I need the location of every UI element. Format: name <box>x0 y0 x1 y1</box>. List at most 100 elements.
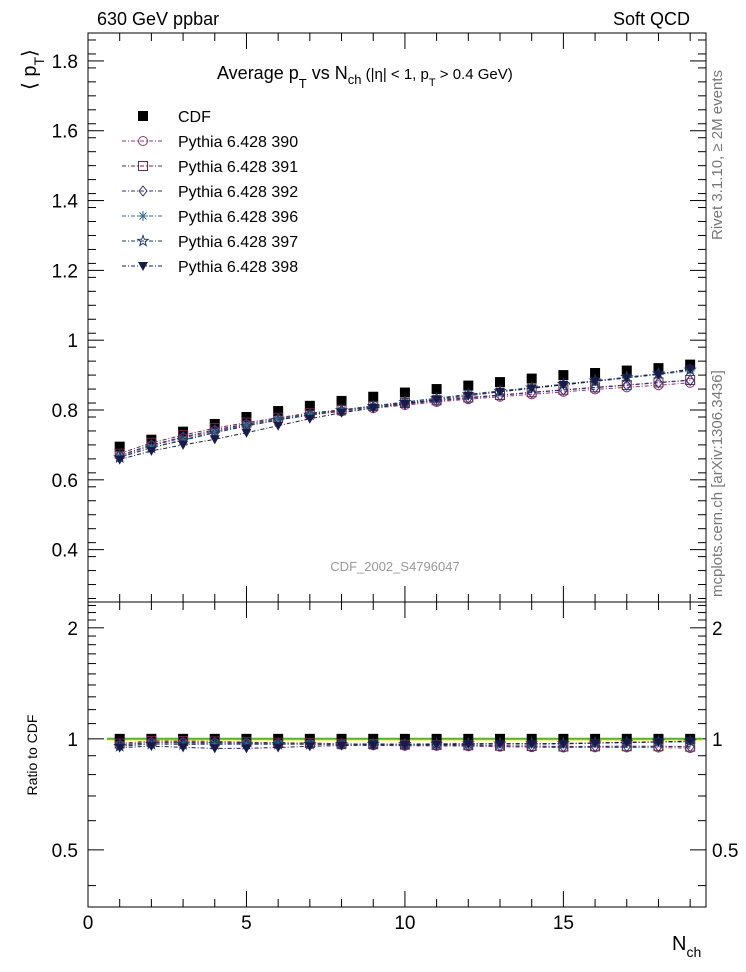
y-tick-label: 1 <box>67 331 78 352</box>
legend-label: Pythia 6.428 396 <box>178 209 298 226</box>
ratio-point <box>178 743 189 753</box>
x-tick-label: 5 <box>241 913 252 934</box>
ratio-tick-label-left: 0.5 <box>52 841 78 862</box>
data-point <box>590 377 601 387</box>
ratio-point <box>146 742 157 752</box>
data-point <box>239 419 254 432</box>
title-main: Average p <box>217 63 299 83</box>
y-axis-label: ⟨ pT⟩ <box>19 49 47 90</box>
data-point <box>621 373 632 383</box>
data-point <box>208 425 222 439</box>
title-mid: vs N <box>307 63 348 83</box>
ratio-tick-label-left: 1 <box>67 730 78 751</box>
title-sub2: ch <box>348 72 362 87</box>
ratio-tick-label-right: 2 <box>712 619 723 640</box>
y-tick-label: 1.8 <box>52 52 78 73</box>
data-point <box>495 387 505 397</box>
ratio-tick-label-left: 2 <box>67 619 78 640</box>
series-0 <box>114 359 696 744</box>
data-point <box>558 380 569 390</box>
ratio-point <box>304 742 315 752</box>
ratio-point <box>621 738 632 748</box>
legend-label: Pythia 6.428 392 <box>178 184 298 201</box>
series-layer <box>113 359 697 754</box>
legend-item: Pythia 6.428 396 <box>122 209 298 226</box>
legend-item: Pythia 6.428 391 <box>122 159 298 176</box>
legend-marker <box>138 136 148 146</box>
rivet-label: Rivet 3.1.10, ≥ 2M events <box>709 70 726 240</box>
legend-marker <box>136 233 150 247</box>
legend-item: Pythia 6.428 392 <box>122 184 298 201</box>
data-point <box>590 368 601 379</box>
ratio-tick-label-right: 1 <box>712 730 723 751</box>
ratio-point <box>495 740 505 750</box>
data-point <box>463 380 474 391</box>
xlabel-main: N <box>672 933 686 955</box>
ratio-point <box>653 738 664 748</box>
ratio-point <box>368 741 379 751</box>
data-point <box>336 395 347 406</box>
y-tick-label: 0.6 <box>52 471 78 492</box>
legend-label: Pythia 6.428 390 <box>178 134 298 151</box>
title-tail: (|η| < 1, p <box>361 66 428 83</box>
x-tick-label: 10 <box>394 913 415 934</box>
y-tick-label: 1.2 <box>52 261 78 282</box>
ratio-point <box>273 743 284 753</box>
plot-frames <box>87 32 707 908</box>
data-point <box>622 379 632 392</box>
series-5 <box>113 362 697 752</box>
data-point <box>526 384 537 394</box>
x-tick-label: 0 <box>83 913 94 934</box>
ratio-tick-label-right: 0.5 <box>712 841 738 862</box>
ratio-point <box>590 739 601 749</box>
data-point <box>273 421 284 431</box>
series-line <box>119 369 691 458</box>
data-point <box>399 387 410 398</box>
data-point <box>653 370 664 380</box>
data-point <box>558 370 569 381</box>
data-point <box>178 440 189 450</box>
data-point <box>368 391 379 402</box>
legend-label: Pythia 6.428 391 <box>178 159 298 176</box>
legend-marker <box>138 185 148 197</box>
y-tick-label: 0.8 <box>52 401 78 422</box>
title-end: > 0.4 GeV) <box>436 66 513 83</box>
x-tick-label: 15 <box>553 913 574 934</box>
ratio-point <box>114 743 125 753</box>
legend: CDF Pythia 6.428 390 Pythia 6.428 391 Pythi… <box>122 109 298 276</box>
data-point <box>590 381 600 394</box>
x-axis-label: Nch <box>672 933 701 960</box>
data-point <box>653 376 664 389</box>
data-point <box>114 441 125 452</box>
data-point <box>431 395 442 405</box>
data-point <box>304 414 315 424</box>
legend-label: Pythia 6.428 398 <box>178 259 298 276</box>
ratio-y-axis-label: Ratio to CDF <box>24 715 40 796</box>
legend-marker <box>138 211 148 221</box>
legend-item: CDF <box>138 109 211 126</box>
chart-title: Average pT vs Nch (|η| < 1, pT > 0.4 GeV… <box>217 63 513 91</box>
ratio-point <box>685 736 696 746</box>
header-right: Soft QCD <box>613 9 690 29</box>
ylabel-sub: T <box>31 57 47 66</box>
ratio-point <box>241 744 252 754</box>
legend-marker <box>138 262 148 271</box>
legend-item: Pythia 6.428 398 <box>122 259 298 276</box>
data-point <box>241 428 252 438</box>
axis-ticks: 0.4 0.6 0.8 1 1.2 1.4 1.6 1.8 0 5 10 15 0.5 0.5 1 1 2 2 <box>52 33 738 934</box>
data-point <box>463 391 474 401</box>
data-point <box>495 377 505 388</box>
ratio-point <box>463 740 474 750</box>
marker-stroke <box>139 212 147 220</box>
y-tick-label: 0.4 <box>52 541 79 562</box>
legend-item: Pythia 6.428 397 <box>122 233 298 251</box>
ylabel-close: ⟩ <box>19 49 41 57</box>
data-point <box>304 400 315 411</box>
data-point <box>336 408 347 418</box>
ratio-panel-frame <box>87 601 707 908</box>
data-point <box>209 435 220 445</box>
legend-label: Pythia 6.428 397 <box>178 234 298 251</box>
y-tick-label: 1.4 <box>52 192 79 213</box>
series-line <box>119 368 691 461</box>
